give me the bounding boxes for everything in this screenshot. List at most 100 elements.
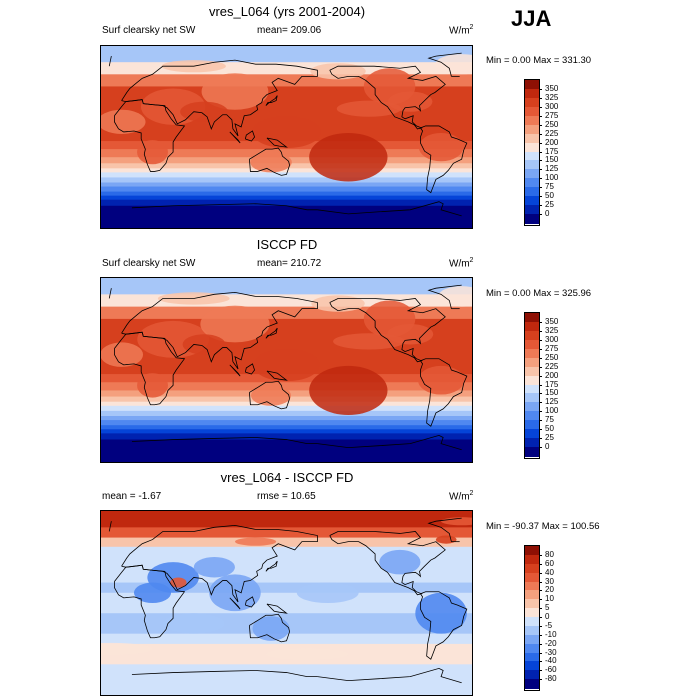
panel-b-field-band [101, 439, 472, 462]
panel-b-colorbar-label: 75 [545, 415, 554, 425]
panel-a-coastline [229, 131, 241, 144]
panel-c-field-band [101, 537, 472, 548]
panel-b-colorbar-label: 175 [545, 379, 559, 389]
panel-b-colorbar-swatch [525, 313, 539, 323]
panel-b-field-band [101, 425, 472, 430]
panel-a-colorbar-label: 350 [545, 83, 559, 93]
panel-c-minmax: Min = -90.37 Max = 100.56 [486, 521, 600, 532]
panel-b-colorbar-label: 325 [545, 325, 559, 335]
panel-c-field-band [101, 582, 472, 594]
panel-a-colorbar-swatch [525, 169, 539, 179]
panel-c-colorbar-tick [539, 608, 542, 610]
panel-c-colorbar-label: -40 [545, 656, 557, 666]
panel-c-field-band [101, 664, 472, 674]
panel-a-colorbar-label: 250 [545, 119, 559, 129]
panel-b-colorbar-swatch [525, 330, 539, 341]
panel-c-colorbar-swatch [525, 608, 539, 618]
panel-b-field-band [101, 429, 472, 434]
panel-a-colorbar-label: 175 [545, 146, 559, 156]
panel-b-coastline [108, 288, 112, 299]
panel-c-coastline [114, 564, 186, 639]
panel-b-title: ISCCP FD [256, 237, 318, 252]
panel-c-colorbar-swatch [525, 572, 539, 582]
panel-b-colorbar-swatch [525, 420, 539, 430]
panel-b-colorbar-tick [539, 402, 542, 404]
panel-a-colorbar-swatch [525, 88, 539, 99]
panel-c-colorbar-label: 20 [545, 585, 554, 595]
panel-c-coastline [249, 613, 290, 643]
panel-b-coastline [249, 380, 290, 410]
panel-c-colorbar-tick [539, 670, 542, 672]
panel-a-colorbar-label: 225 [545, 128, 559, 138]
panel-c-colorbar-label: -20 [545, 638, 557, 648]
panel-a-colorbar-label: 275 [545, 110, 559, 120]
panel-c-field-band [101, 511, 472, 528]
panel-a-colorbar-swatch [525, 97, 539, 108]
panel-c-colorbar-swatch [525, 546, 539, 556]
panel-a-coastline [266, 137, 288, 148]
panel-b-field-patch [251, 385, 292, 406]
panel-b-colorbar-swatch [525, 339, 539, 350]
panel-c-colorbar-label: 60 [545, 558, 554, 568]
panel-a-field-band [101, 191, 472, 197]
panel-c-colorbar-label: 30 [545, 576, 554, 586]
panel-c-field-patch [193, 557, 235, 578]
panel-a-field-band [101, 195, 472, 201]
panel-a-colorbar-label: 25 [545, 200, 554, 210]
panel-a-colorbar-label: 75 [545, 182, 554, 192]
panel-a-coastline [329, 65, 446, 130]
panel-a-colorbar-tick [539, 205, 542, 207]
panel-b-colorbar-tick [539, 384, 542, 386]
panel-b-field-patch [309, 365, 388, 415]
panel-c-colorbar-tick [539, 572, 542, 574]
panel-c-field-band [101, 672, 472, 695]
panel-c-colorbar-swatch [525, 679, 539, 689]
panel-c-field-patch [101, 642, 153, 656]
panel-c-colorbar-swatch [525, 625, 539, 636]
panel-a-colorbar-tick [539, 88, 542, 90]
panel-b-colorbar-swatch [525, 321, 539, 332]
panel-c-colorbar-label: -10 [545, 629, 557, 639]
panel-b-colorbar-swatch [525, 366, 539, 377]
panel-b-colorbar-swatch [525, 393, 539, 403]
panel-a-coastline [108, 56, 112, 67]
panel-c-colorbar-tick [539, 634, 542, 636]
panel-c-title: vres_L064 - ISCCP FD [220, 470, 354, 485]
panel-a-colorbar-swatch [525, 160, 539, 170]
panel-b-colorbar-label: 250 [545, 352, 559, 362]
panel-c-field-patch [209, 574, 261, 612]
panel-a-field-patch [201, 73, 269, 110]
panel-a-colorbar-tick [539, 187, 542, 189]
panel-c-field-band [101, 527, 472, 539]
panel-c-colorbar-tick [539, 652, 542, 654]
panel-a-field-band [101, 149, 472, 158]
panel-a-colorbar-tick [539, 196, 542, 198]
panel-b-colorbar-swatch [525, 384, 539, 394]
panel-a-field-band [101, 74, 472, 87]
panel-b-colorbar-swatch [525, 357, 539, 368]
panel-a-map [100, 45, 473, 229]
panel-a-colorbar-tick [539, 178, 542, 180]
panel-b-colorbar-tick [539, 348, 542, 350]
panel-b-colorbar-label: 125 [545, 397, 559, 407]
panel-b-field-patch [438, 286, 472, 307]
panel-c-colorbar-swatch [525, 634, 539, 645]
panel-b-colorbar-swatch [525, 447, 539, 457]
panel-c-colorbar-label: -30 [545, 647, 557, 657]
panel-c-colorbar-swatch [525, 670, 539, 680]
panel-c-field-patch [379, 549, 421, 575]
panel-c-coastline [131, 670, 318, 677]
panel-b-map [100, 277, 473, 463]
panel-b-field-patch [417, 365, 465, 395]
panel-b-colorbar-tick [539, 447, 542, 449]
panel-a-field-patch [310, 63, 366, 80]
panel-c-colorbar-swatch [525, 590, 539, 600]
panel-a-title: vres_L064 (yrs 2001-2004) [208, 4, 366, 19]
panel-b-field-band [101, 306, 472, 320]
panel-b-field-band [101, 382, 472, 391]
panel-c-field-band [101, 633, 472, 645]
panel-b-colorbar-tick [539, 411, 542, 413]
panel-a-colorbar-tick [539, 151, 542, 153]
panel-a-colorbar-tick [539, 115, 542, 117]
panel-c-colorbar-tick [539, 554, 542, 556]
